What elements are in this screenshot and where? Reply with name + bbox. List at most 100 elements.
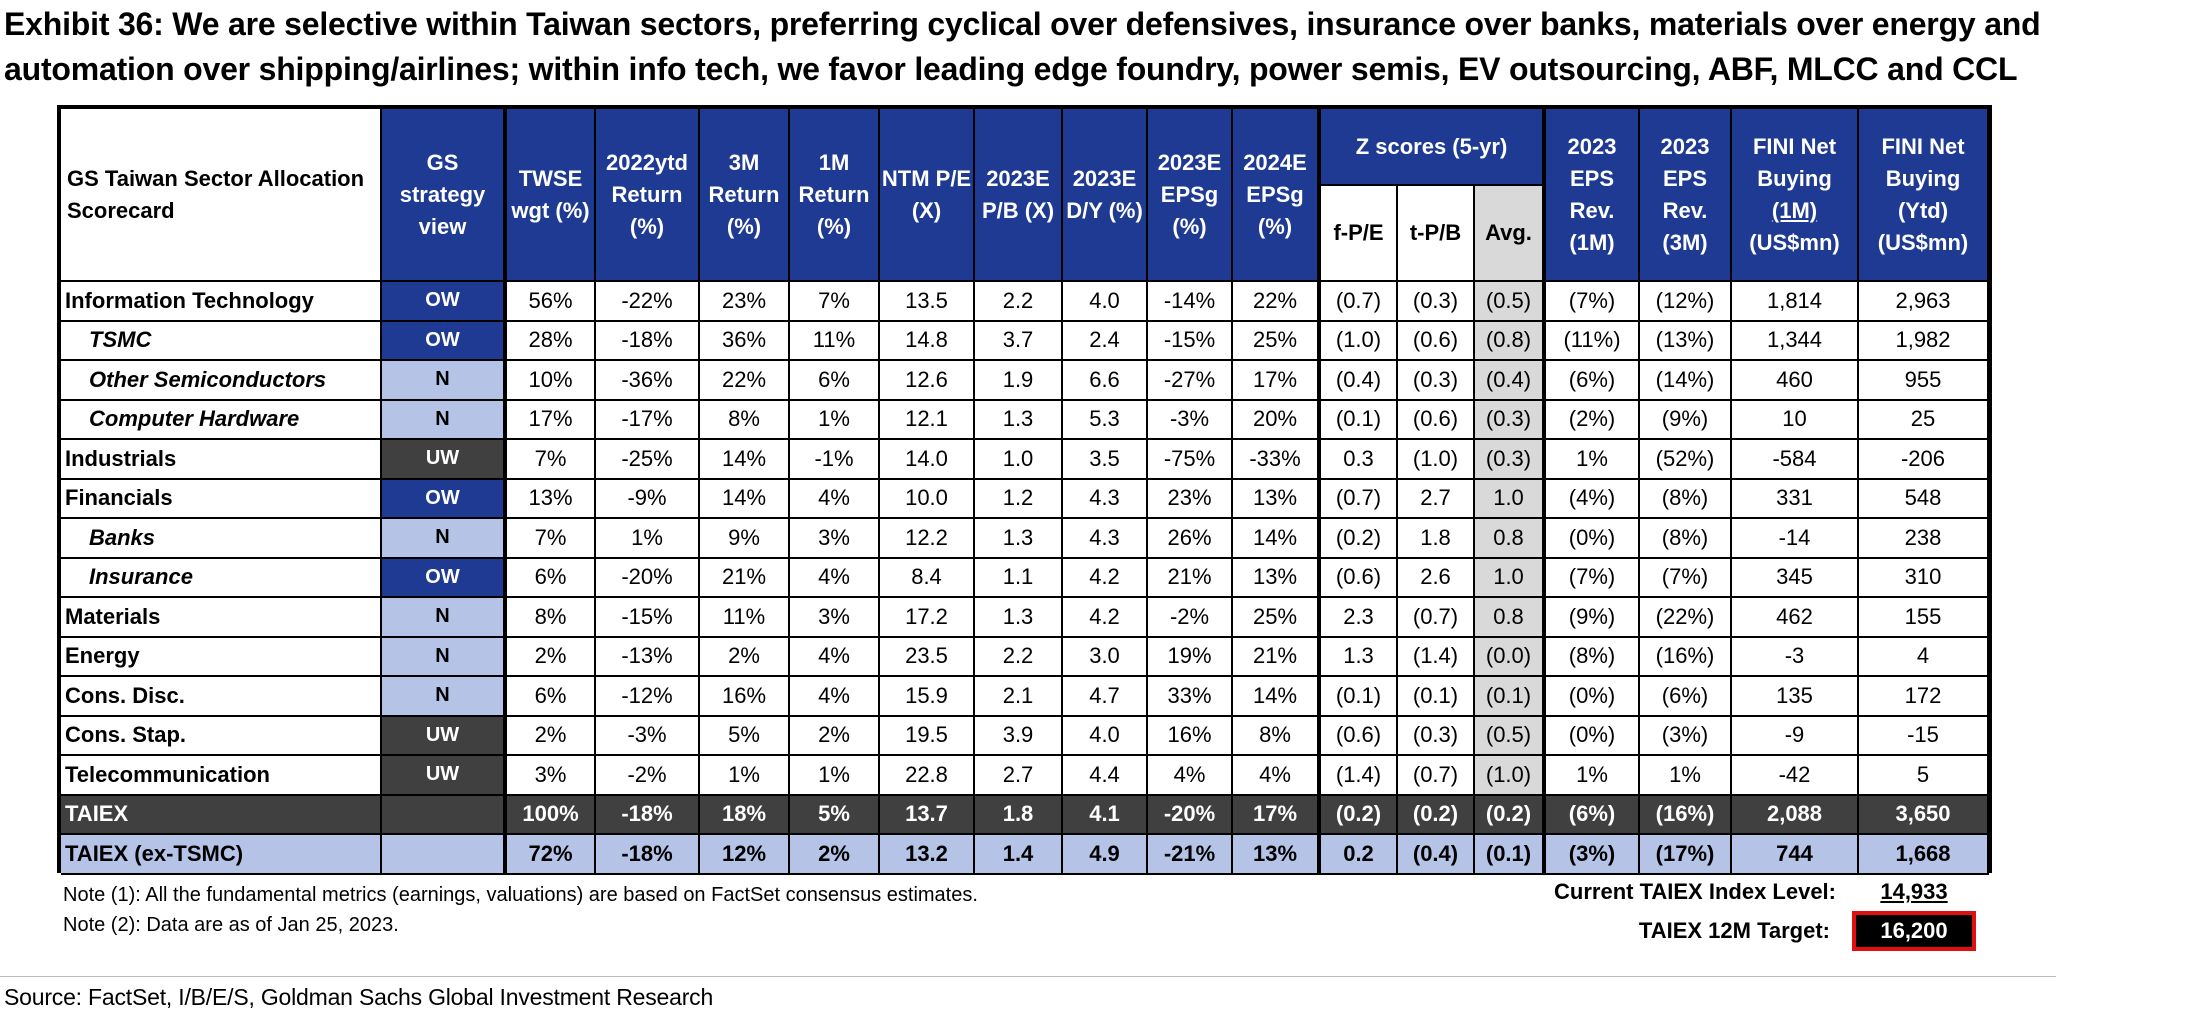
cell-avg: (0.4) (1474, 360, 1545, 401)
cell-tpb: (0.1) (1397, 676, 1475, 717)
cell-r1: (0%) (1542, 518, 1640, 559)
sector-name: TAIEX (ex-TSMC) (61, 834, 382, 875)
cell-pe: 19.5 (879, 715, 975, 756)
cell-fpe: 2.3 (1317, 597, 1398, 638)
cell-m1: 4% (789, 676, 880, 717)
header-rev1m: 2023 EPS Rev. (1M) (1542, 109, 1640, 282)
cell-fy: 5 (1858, 755, 1989, 796)
table-row: Financials OW 13% -9% 14% 4% 10.0 1.2 4.3 23% 13%(… (61, 478, 1989, 519)
cell-e23: 26% (1147, 518, 1233, 559)
note-1: Note (1): All the fundamental metrics (e… (63, 884, 978, 906)
cell-pe: 10.0 (879, 478, 975, 519)
header-fini1m-a: FINI Net Buying (1752, 133, 1837, 191)
cell-e23: -21% (1147, 834, 1233, 875)
index-block: Current TAIEX Index Level: 14,933 TAIEX … (1490, 874, 1976, 952)
cell-e23: -3% (1147, 399, 1233, 440)
cell-r1: (9%) (1542, 597, 1640, 638)
cell-twse: 2% (503, 636, 596, 677)
cell-fpe: (0.1) (1317, 399, 1398, 440)
strategy-view-badge: OW (381, 320, 506, 361)
cell-pb: 2.2 (974, 281, 1063, 322)
scorecard-table: GS Taiwan Sector Allocation Scorecard GS… (61, 109, 1989, 875)
table-row: TAIEX (ex-TSMC) 72% -18% 12% 2% 13.2 1.4 4.9 -21… (61, 834, 1989, 875)
cell-avg: 0.8 (1474, 518, 1545, 559)
table-row: TSMC OW 28% -18% 36% 11% 14.8 3.7 2.4 -15% 25% (1.0… (61, 320, 1989, 361)
cell-e23: 19% (1147, 636, 1233, 677)
cell-pe: 17.2 (879, 597, 975, 638)
cell-avg: (1.0) (1474, 755, 1545, 796)
cell-m3: 5% (699, 715, 790, 756)
sector-name: Telecommunication (61, 755, 382, 796)
cell-f1: -584 (1731, 439, 1859, 480)
cell-f1: 345 (1731, 557, 1859, 598)
index-level-value: 14,933 (1880, 879, 1948, 904)
cell-pb: 1.9 (974, 360, 1063, 401)
table-row: Other Semiconductors N 10% -36% 22% 6% 12.6 1.9… (61, 360, 1989, 401)
source-note: Source: FactSet, I/B/E/S, Goldman Sachs … (4, 984, 714, 1010)
cell-e23: -75% (1147, 439, 1233, 480)
cell-tpb: 2.6 (1397, 557, 1475, 598)
table-row: Materials N 8% -15% 11% 3% 17.2 1.3 4.2 -2% 25% 2.3… (61, 597, 1989, 638)
header-ret-1m: 1M Return (%) (789, 109, 880, 282)
header-fini1m-b: (US$mn) (1749, 229, 1840, 255)
cell-fy: -15 (1858, 715, 1989, 756)
cell-fpe: (0.6) (1317, 557, 1398, 598)
cell-e23: -20% (1147, 794, 1233, 835)
sector-name: Energy (61, 636, 382, 677)
cell-r3: (3%) (1639, 715, 1732, 756)
cell-m1: 7% (789, 281, 880, 322)
cell-fpe: (1.0) (1317, 320, 1398, 361)
cell-pb: 2.1 (974, 676, 1063, 717)
cell-fpe: (0.7) (1317, 478, 1398, 519)
cell-dy: 4.3 (1062, 478, 1148, 519)
cell-twse: 100% (503, 794, 596, 835)
sector-name: Cons. Stap. (61, 715, 382, 756)
cell-r3: (7%) (1639, 557, 1732, 598)
table-row: Cons. Stap. UW 2% -3% 5% 2% 19.5 3.9 4.0 16% 8% (0.… (61, 715, 1989, 756)
cell-m1: 3% (789, 597, 880, 638)
cell-dy: 4.9 (1062, 834, 1148, 875)
header-pe: NTM P/E (X) (879, 109, 975, 282)
cell-fy: 2,963 (1858, 281, 1989, 322)
cell-tpb: (1.0) (1397, 439, 1475, 480)
cell-fy: 238 (1858, 518, 1989, 559)
cell-ytd: 1% (595, 518, 700, 559)
cell-e23: -15% (1147, 320, 1233, 361)
header-twse: TWSE wgt (%) (503, 109, 596, 282)
header-zscores: Z scores (5-yr) (1317, 109, 1545, 186)
cell-tpb: (0.3) (1397, 360, 1475, 401)
cell-r3: (13%) (1639, 320, 1732, 361)
cell-tpb: 1.8 (1397, 518, 1475, 559)
cell-f1: -42 (1731, 755, 1859, 796)
cell-ytd: -36% (595, 360, 700, 401)
cell-e24: 17% (1232, 360, 1320, 401)
table-row: Banks N 7% 1% 9% 3% 12.2 1.3 4.3 26% 14% (0.2) 1.8 0.… (61, 518, 1989, 559)
strategy-view-badge: N (381, 597, 506, 638)
sector-name: Cons. Disc. (61, 676, 382, 717)
sector-name: Computer Hardware (61, 399, 382, 440)
cell-fpe: (0.1) (1317, 676, 1398, 717)
cell-twse: 72% (503, 834, 596, 875)
cell-pe: 13.2 (879, 834, 975, 875)
cell-ytd: -18% (595, 320, 700, 361)
cell-dy: 6.6 (1062, 360, 1148, 401)
cell-twse: 13% (503, 478, 596, 519)
header-fini1m-u: (1M) (1771, 197, 1818, 223)
cell-avg: (0.2) (1474, 794, 1545, 835)
table-row: Insurance OW 6% -20% 21% 4% 8.4 1.1 4.2 21% 13% (0.… (61, 557, 1989, 598)
cell-twse: 8% (503, 597, 596, 638)
cell-f1: 1,344 (1731, 320, 1859, 361)
cell-dy: 4.0 (1062, 715, 1148, 756)
header-ret-ytd: 2022ytd Return (%) (595, 109, 700, 282)
cell-f1: 331 (1731, 478, 1859, 519)
cell-e24: 14% (1232, 676, 1320, 717)
cell-r1: 1% (1542, 755, 1640, 796)
cell-fpe: 0.3 (1317, 439, 1398, 480)
cell-avg: (0.8) (1474, 320, 1545, 361)
cell-r3: (16%) (1639, 636, 1732, 677)
cell-r1: 1% (1542, 439, 1640, 480)
cell-avg: (0.0) (1474, 636, 1545, 677)
strategy-view-badge: UW (381, 715, 506, 756)
cell-f1: 744 (1731, 834, 1859, 875)
cell-fy: 3,650 (1858, 794, 1989, 835)
